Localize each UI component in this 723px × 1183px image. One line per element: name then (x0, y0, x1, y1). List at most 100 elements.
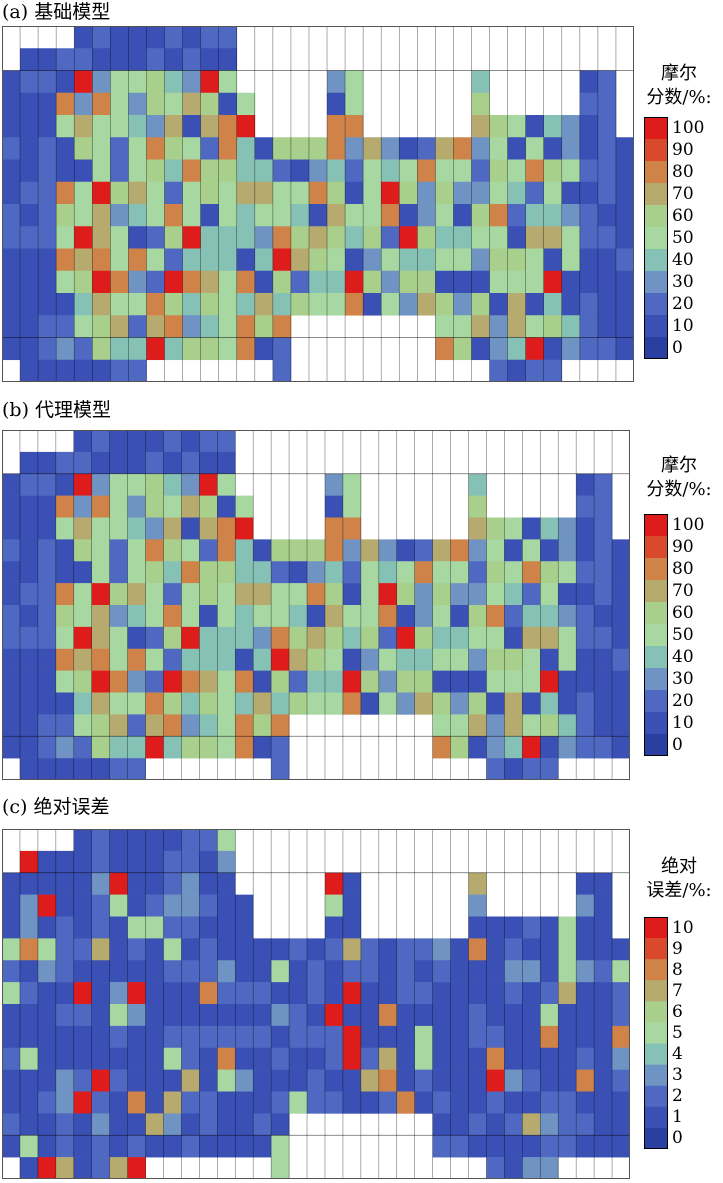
panel-c-cell (55, 1004, 75, 1027)
panel-b-cell (522, 648, 541, 671)
panel-c-cell (163, 1025, 182, 1049)
panel-a-cell (128, 26, 147, 49)
panel-b-cell (217, 430, 236, 453)
panel-c-cell (271, 938, 290, 961)
panel-c-cell (432, 1135, 451, 1158)
panel-b-title: (b) 代理模型 (2, 399, 112, 421)
panel-c-cell (558, 938, 577, 961)
panel-a-cell (597, 137, 617, 160)
panel-a-cell (597, 293, 617, 316)
panel-c-cell (19, 1025, 39, 1049)
panel-a-cell (471, 92, 490, 116)
panel-c-cell (468, 1069, 487, 1092)
panel-b-cell (19, 495, 39, 518)
panel-a-cell (290, 181, 310, 205)
panel-a-cell (56, 70, 75, 94)
panel-b-cell (145, 430, 164, 453)
panel-b-cell (468, 648, 487, 671)
panel-c-cell (163, 1113, 182, 1136)
panel-c-cell (504, 982, 523, 1005)
panel-b-cell (199, 517, 218, 540)
panel-a-cell (74, 248, 93, 272)
panel-c-cell (576, 916, 595, 939)
panel-c-cell (558, 1047, 577, 1070)
panel-c-cell (163, 872, 182, 895)
panel-b-cell (540, 670, 559, 693)
colorbar-swatch (644, 558, 668, 581)
panel-b-cell (91, 692, 110, 715)
panel-b-cell (522, 561, 541, 584)
panel-a-cell (597, 159, 617, 183)
panel-a-cell (182, 315, 201, 338)
panel-c-cell (378, 938, 398, 961)
panel-a-cell (327, 204, 346, 227)
panel-c-cell (396, 1025, 415, 1049)
panel-c-cell (414, 982, 433, 1005)
panel-b-cell (145, 517, 164, 540)
panel-c-cell (163, 982, 182, 1005)
panel-a-cell (146, 337, 165, 361)
panel-b-cell (217, 451, 236, 475)
panel-c-cell (271, 1025, 290, 1049)
panel-c-cell (199, 1135, 218, 1158)
panel-c-cell (289, 1069, 308, 1092)
panel-b-cell (342, 583, 362, 606)
panel-c-cell (19, 1047, 39, 1070)
colorbar-swatch (644, 602, 668, 625)
panel-a-cell (363, 270, 382, 294)
panel-a-cell (128, 137, 147, 160)
panel-b-cell (73, 626, 93, 650)
panel-b-cell (199, 605, 218, 628)
legend-tick-label: 50 (672, 228, 694, 248)
panel-b-cell (504, 583, 523, 606)
panel-c-cell (199, 938, 218, 961)
panel-c-cell (504, 1091, 523, 1114)
panel-b-cell (181, 561, 200, 584)
panel-a-cell (218, 204, 238, 227)
panel-a-cell (218, 48, 238, 71)
panel-b-cell (2, 583, 21, 606)
panel-a-cell (236, 137, 256, 160)
panel-b-cell (235, 583, 254, 606)
panel-a-cell (146, 159, 165, 183)
panel-b-cell (504, 648, 523, 671)
panel-c-cell (324, 872, 344, 895)
panel-a-cell (525, 181, 545, 205)
panel-c-cell (324, 982, 344, 1005)
colorbar-swatch (644, 734, 668, 756)
panel-a-cell (2, 337, 21, 361)
panel-b-cell (55, 451, 75, 475)
panel-c-cell (19, 872, 39, 895)
panel-a-cell (236, 226, 256, 249)
panel-c-cell (378, 1091, 398, 1114)
panel-c-cell (540, 960, 559, 983)
panel-a-cell (56, 115, 75, 138)
panel-a-cell (110, 26, 129, 49)
panel-b-cell (91, 430, 110, 453)
panel-b-cell (73, 430, 93, 453)
colorbar-swatch (644, 1001, 668, 1023)
colorbar-swatch (644, 139, 668, 162)
panel-a-cell (164, 315, 183, 338)
panel-a-cell (182, 137, 201, 160)
panel-b-cell (145, 605, 164, 628)
panel-b-cell (91, 605, 110, 628)
panel-c-cell (199, 850, 218, 874)
panel-b-cell (73, 758, 93, 780)
panel-a-cell (2, 248, 21, 272)
panel-c-cell (486, 1135, 505, 1158)
panel-a-cell (128, 115, 147, 138)
panel-a-cell (561, 159, 581, 183)
panel-c-cell (396, 1047, 415, 1070)
panel-c-cell (2, 1069, 21, 1092)
panel-a-cell (218, 248, 238, 272)
panel-c-cell (378, 1004, 398, 1027)
panel-b-cell (522, 736, 541, 759)
legend-tick-label: 90 (672, 537, 694, 557)
panel-b-cell (342, 626, 362, 650)
panel-b-cell (235, 648, 254, 671)
panel-a-cell (615, 181, 634, 205)
panel-b-cell (19, 539, 39, 562)
panel-c-cell (109, 1091, 128, 1114)
panel-b-cell (486, 758, 505, 780)
